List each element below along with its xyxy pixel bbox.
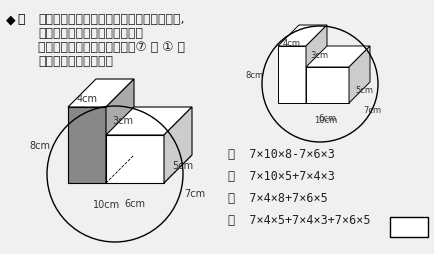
Text: 3cm: 3cm: [112, 116, 133, 125]
Text: 4cm: 4cm: [283, 39, 300, 48]
Text: 8cm: 8cm: [29, 140, 50, 150]
Text: 10cm: 10cm: [93, 199, 120, 209]
Text: まさるさんの考えに合う式を⑦ 〜 ① の: まさるさんの考えに合う式を⑦ 〜 ① の: [38, 41, 184, 54]
Polygon shape: [277, 47, 305, 104]
Polygon shape: [305, 26, 326, 104]
Text: 3cm: 3cm: [309, 51, 327, 60]
Polygon shape: [164, 108, 191, 183]
Polygon shape: [348, 47, 369, 104]
Text: 7cm: 7cm: [184, 188, 205, 198]
Polygon shape: [305, 68, 348, 104]
Text: ④  7×4×5+7×4×3+7×6×5: ④ 7×4×5+7×4×3+7×6×5: [227, 213, 370, 226]
Text: 4cm: 4cm: [76, 94, 97, 104]
FancyBboxPatch shape: [389, 217, 427, 237]
Text: ◆: ◆: [6, 13, 16, 26]
Text: ①  7×10×8-7×6×3: ① 7×10×8-7×6×3: [227, 147, 334, 160]
Text: 8cm: 8cm: [245, 70, 263, 79]
Text: まさるさんは右の形の体積を求めるために,: まさるさんは右の形の体積を求めるために,: [38, 13, 184, 26]
Text: 5cm: 5cm: [171, 160, 193, 170]
Text: 10cm: 10cm: [314, 116, 337, 124]
Polygon shape: [68, 80, 134, 108]
Polygon shape: [106, 80, 134, 183]
Text: ⑰: ⑰: [17, 13, 24, 26]
Polygon shape: [106, 108, 191, 135]
Text: 6cm: 6cm: [124, 198, 145, 208]
Text: 6cm: 6cm: [317, 114, 335, 122]
Text: 7cm: 7cm: [362, 106, 380, 115]
Text: 中から選びましょう。: 中から選びましょう。: [38, 55, 113, 68]
Text: ③  7×4×8+7×6×5: ③ 7×4×8+7×6×5: [227, 191, 327, 204]
Polygon shape: [277, 26, 326, 47]
Text: ②  7×10×5+7×4×3: ② 7×10×5+7×4×3: [227, 169, 334, 182]
Polygon shape: [106, 135, 164, 183]
Text: 下のように分けて考えました。: 下のように分けて考えました。: [38, 27, 143, 40]
Text: 5cm: 5cm: [354, 85, 372, 94]
Polygon shape: [305, 47, 369, 68]
Polygon shape: [68, 108, 106, 183]
